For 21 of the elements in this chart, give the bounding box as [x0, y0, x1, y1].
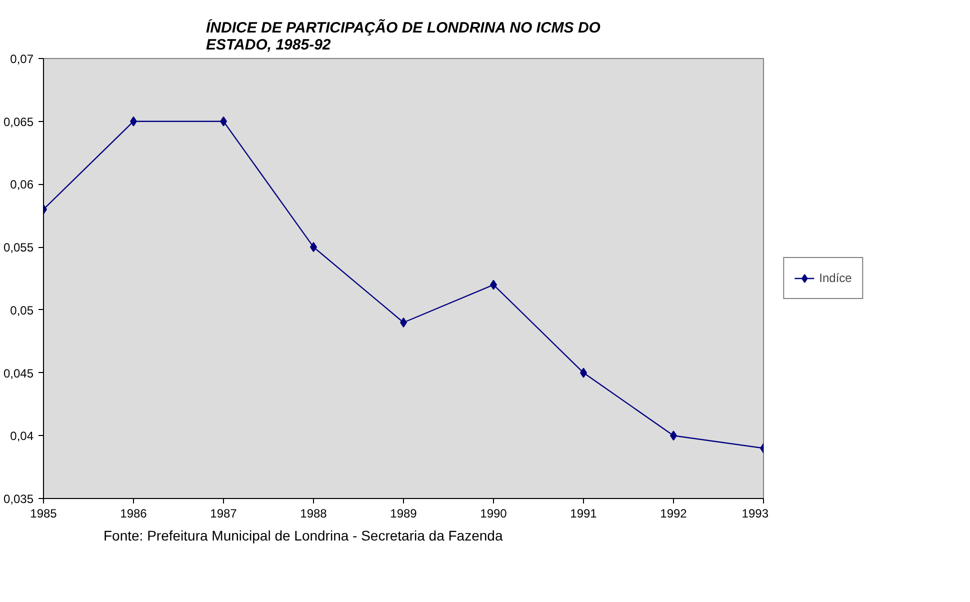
x-tick-label: 1989 — [390, 506, 418, 520]
x-tick-label: 1991 — [570, 506, 598, 520]
x-tick-label: 1985 — [30, 506, 58, 520]
x-tick-label: 1990 — [480, 506, 508, 520]
y-tick-label: 0,035 — [3, 492, 34, 506]
y-tick-label: 0,045 — [3, 366, 34, 380]
y-tick-label: 0,05 — [10, 303, 34, 318]
y-tick-label: 0,06 — [10, 178, 34, 192]
y-tick-label: 0,04 — [10, 429, 34, 444]
point — [400, 318, 407, 328]
legend-label: Indíce — [819, 271, 852, 285]
x-tick-label: 1987 — [210, 506, 238, 520]
source-note: Fonte: Prefeitura Municipal de Londrina - Secretaria da Fazenda — [104, 528, 503, 544]
y-tick-label: 0,065 — [3, 114, 34, 129]
x-tick-label: 1986 — [120, 506, 148, 520]
x-tick-label: 1992 — [660, 506, 688, 520]
x-tick-label: 1993 — [742, 506, 769, 520]
y-tick-label: 0,055 — [3, 240, 34, 255]
y-tick-label: 0,07 — [10, 52, 34, 66]
chart-title: ÍNDICE DE PARTICIPAÇÃO DE LONDRINA NO ICMS DO ESTADO, 1985-92 — [206, 18, 601, 54]
x-tick-label: 1988 — [300, 506, 328, 520]
